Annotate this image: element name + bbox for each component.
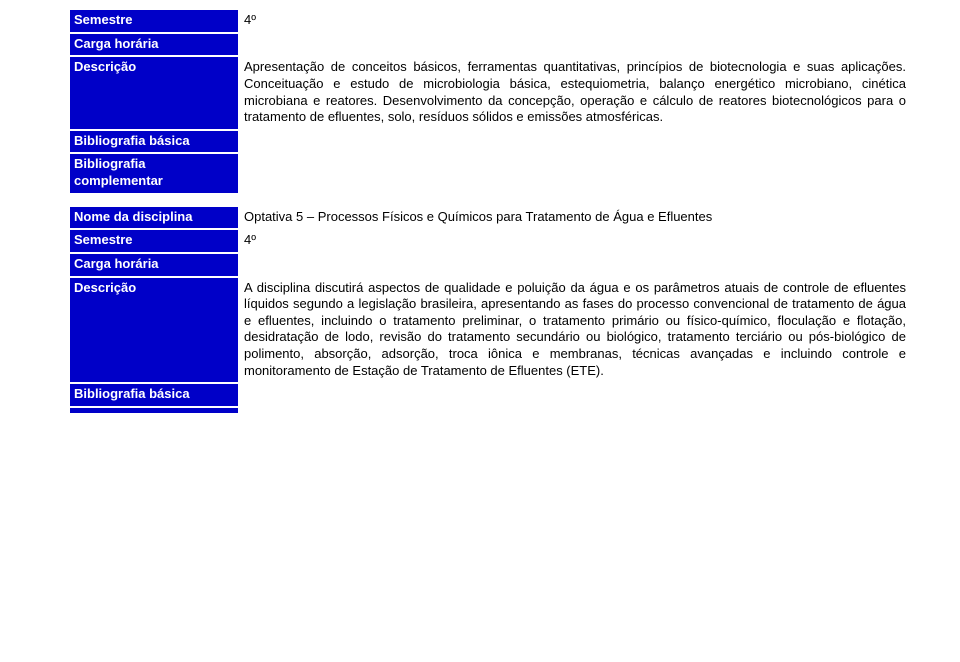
- label-descricao-1: Descrição: [69, 56, 239, 130]
- label-bibliografia-complementar-2-partial: [69, 407, 239, 413]
- value-semestre-1: 4º: [239, 9, 911, 33]
- row-carga-horaria-2: Carga horária: [69, 253, 911, 277]
- label-carga-horaria-1: Carga horária: [69, 33, 239, 57]
- row-bibliografia-basica-2: Bibliografia básica: [69, 383, 911, 407]
- label-semestre-2: Semestre: [69, 229, 239, 253]
- document-page: Semestre 4º Carga horária Descrição Apre…: [0, 0, 960, 425]
- row-carga-horaria-1: Carga horária: [69, 33, 911, 57]
- row-bibliografia-complementar-2-partial: [69, 407, 911, 413]
- section-gap: [69, 194, 911, 206]
- value-semestre-2: 4º: [239, 229, 911, 253]
- row-bibliografia-basica-1: Bibliografia básica: [69, 130, 911, 154]
- row-bibliografia-complementar-1: Bibliografia complementar: [69, 153, 911, 193]
- row-nome-disciplina-2: Nome da disciplina Optativa 5 – Processo…: [69, 206, 911, 230]
- label-nome-disciplina-2: Nome da disciplina: [69, 206, 239, 230]
- value-nome-disciplina-2: Optativa 5 – Processos Físicos e Químico…: [239, 206, 911, 230]
- value-descricao-2: A disciplina discutirá aspectos de quali…: [239, 277, 911, 384]
- label-bibliografia-basica-1: Bibliografia básica: [69, 130, 239, 154]
- row-semestre-1: Semestre 4º: [69, 9, 911, 33]
- discipline-table: Semestre 4º Carga horária Descrição Apre…: [68, 8, 912, 413]
- label-bibliografia-complementar-1-line2: complementar: [74, 173, 163, 188]
- row-semestre-2: Semestre 4º: [69, 229, 911, 253]
- value-bibliografia-basica-2: [239, 383, 911, 407]
- value-descricao-1: Apresentação de conceitos básicos, ferra…: [239, 56, 911, 130]
- label-bibliografia-complementar-1-line1: Bibliografia: [74, 156, 146, 171]
- row-descricao-2: Descrição A disciplina discutirá aspecto…: [69, 277, 911, 384]
- value-bibliografia-complementar-1: [239, 153, 911, 193]
- label-descricao-2: Descrição: [69, 277, 239, 384]
- value-bibliografia-complementar-2-partial: [239, 407, 911, 413]
- label-bibliografia-basica-2: Bibliografia básica: [69, 383, 239, 407]
- row-descricao-1: Descrição Apresentação de conceitos bási…: [69, 56, 911, 130]
- value-carga-horaria-1: [239, 33, 911, 57]
- value-bibliografia-basica-1: [239, 130, 911, 154]
- label-semestre-1: Semestre: [69, 9, 239, 33]
- value-carga-horaria-2: [239, 253, 911, 277]
- label-bibliografia-complementar-1: Bibliografia complementar: [69, 153, 239, 193]
- label-carga-horaria-2: Carga horária: [69, 253, 239, 277]
